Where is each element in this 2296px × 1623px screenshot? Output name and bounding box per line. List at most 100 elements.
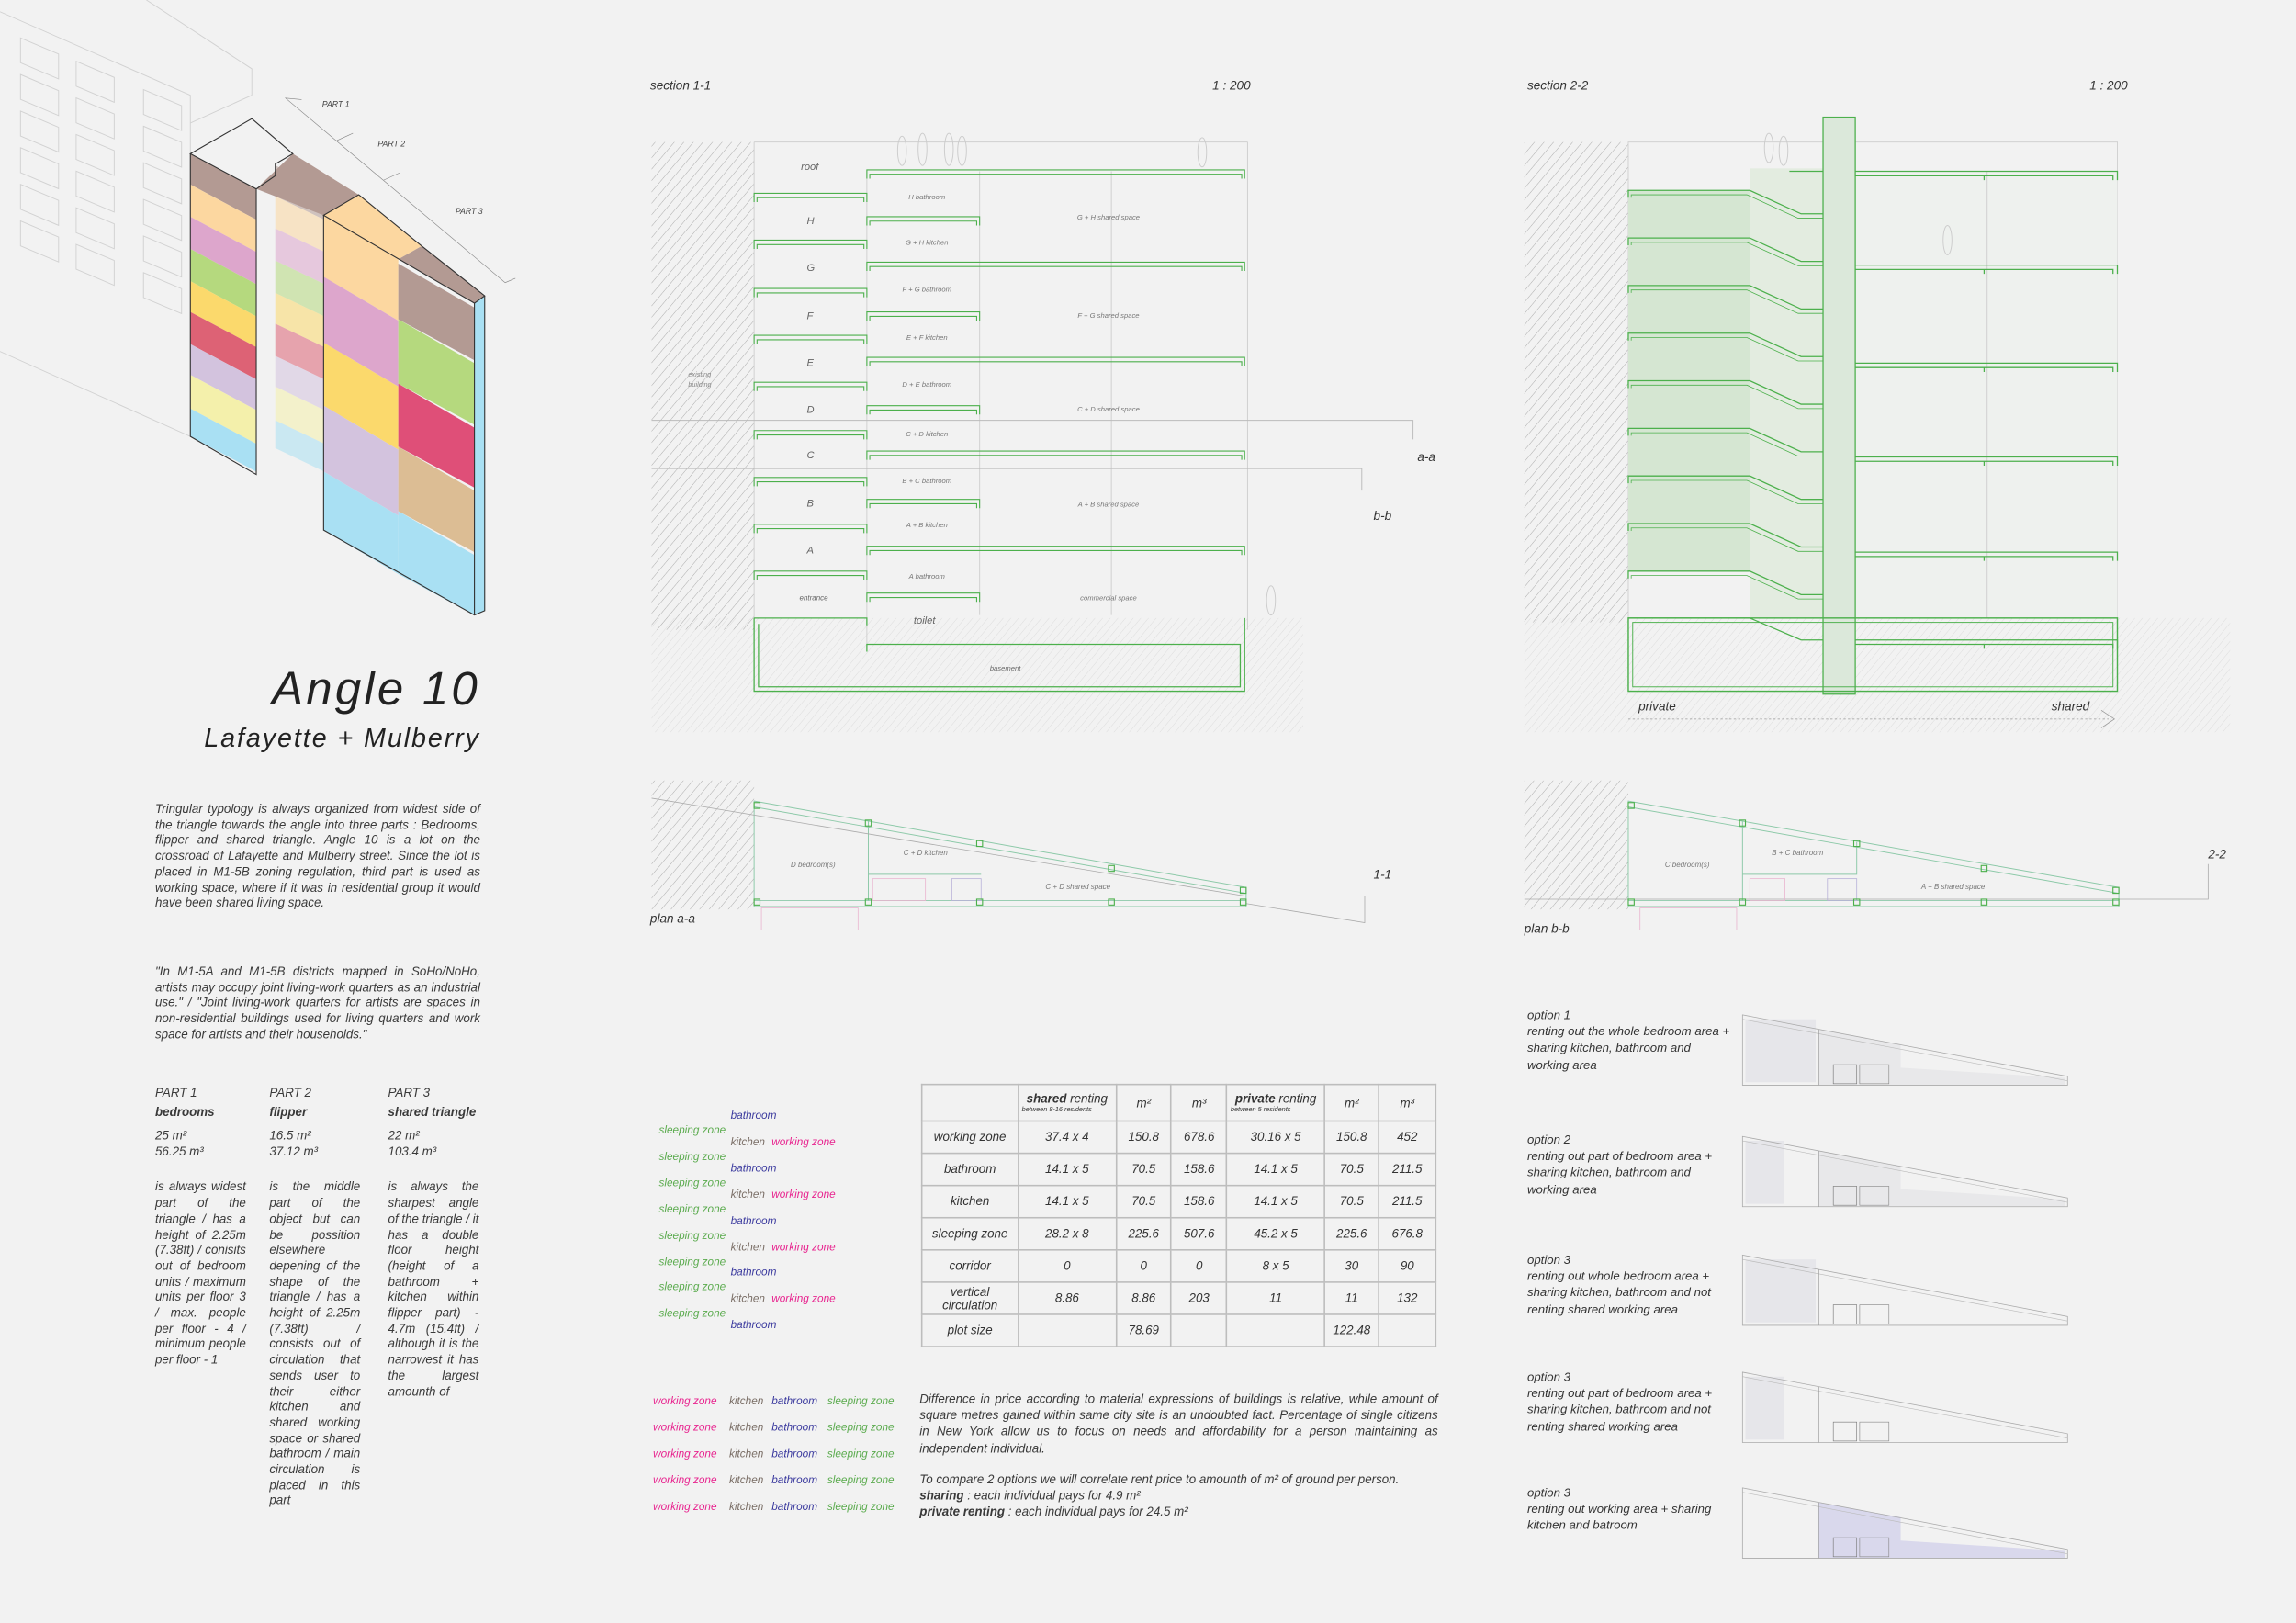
cut-b-b-label: b-b: [1374, 509, 1392, 523]
table-cell-s-m2: 8.86: [1115, 1281, 1173, 1315]
option-item: option 3 renting out part of bedroom area…: [1527, 1369, 1732, 1435]
kitchen-label: kitchen: [729, 1420, 764, 1434]
table-row: bathroom 14.1 x 5 70.5 158.6 14.1 x 5 70.5 211…: [920, 1152, 1437, 1187]
shared-label: shared: [2052, 699, 2090, 713]
window: [142, 272, 183, 315]
option-core: [1859, 1304, 1890, 1324]
table-cell-private: 45.2 x 5: [1226, 1216, 1326, 1251]
column: [1739, 898, 1747, 906]
window: [19, 183, 60, 227]
option-stair: [1832, 1537, 1858, 1558]
header-m2: m²: [1323, 1083, 1379, 1122]
page-title: Angle 10: [272, 661, 480, 716]
existing-building-label: building: [688, 380, 712, 389]
bathroom-label: bathroom: [771, 1499, 818, 1514]
stair-slab: [1630, 527, 1824, 552]
floor-slab: [753, 524, 868, 534]
service-room-label: F + G bathroom: [902, 285, 951, 293]
table-cell-name: kitchen: [920, 1184, 1019, 1219]
stair-slab: [1630, 337, 1824, 362]
floor-slab: [753, 430, 868, 440]
bathroom-label: bathroom: [771, 1393, 818, 1408]
table-cell-shared: [1017, 1313, 1117, 1347]
column: [1980, 864, 1988, 873]
kitchen-label: kitchen: [730, 1187, 765, 1200]
window: [75, 60, 115, 104]
stair-slab: [1627, 523, 1824, 548]
table-cell-shared: 0: [1017, 1249, 1117, 1283]
option-outline: [1742, 1140, 2068, 1203]
shared-room-label: F + G shared space: [1077, 311, 1139, 320]
shared-band: [323, 276, 399, 387]
column: [864, 898, 872, 906]
option-outline: [1741, 1135, 2068, 1208]
table-cell-private: 14.1 x 5: [1226, 1152, 1326, 1187]
option-diagram: [1741, 1135, 2068, 1208]
column: [1627, 898, 1635, 906]
plan-a-room: D bedroom(s): [791, 861, 836, 869]
window: [75, 207, 115, 250]
private-line: private renting : each individual pays f…: [919, 1505, 1446, 1521]
basement-wall: [753, 617, 1245, 693]
stair-slab: [1627, 570, 1824, 595]
table-cell-s-m3: 507.6: [1170, 1216, 1228, 1251]
table-cell-shared: 14.1 x 5: [1017, 1152, 1117, 1187]
option-outline: [1741, 1371, 2068, 1443]
bedroom-area: [1745, 1259, 1817, 1323]
shared-room-label: G + H shared space: [1077, 213, 1140, 221]
column: [1239, 898, 1247, 906]
part-leader: [284, 97, 516, 284]
stair-slab: [1627, 189, 1824, 215]
option-stair: [1832, 1186, 1858, 1206]
floor-label: E: [807, 358, 815, 369]
table-cell-p-m2: 70.5: [1323, 1184, 1379, 1219]
option-core: [1859, 1421, 1890, 1442]
service-room-label: A bathroom: [908, 572, 946, 580]
table-cell-p-m2: 11: [1323, 1281, 1379, 1315]
option-item: option 2 renting out part of bedroom area…: [1527, 1132, 1732, 1197]
option-diagram: [1741, 1487, 2068, 1559]
service-room-label: D + E bathroom: [902, 380, 951, 389]
table-cell-name: bathroom: [920, 1152, 1019, 1187]
header-private-sub: between 5 residents: [1230, 1105, 1291, 1113]
roof-band: [398, 245, 485, 304]
column: [1852, 840, 1861, 848]
window: [19, 220, 60, 263]
table-row: vertical circulation 8.86 8.86 203 11 11 132: [920, 1281, 1437, 1315]
service-room-label: G + H kitchen: [906, 238, 949, 246]
shared-band: [398, 263, 475, 361]
cut-a-a-label: a-a: [1417, 450, 1435, 464]
stair-slab: [1630, 479, 1824, 504]
option-outline: [1741, 1014, 2068, 1086]
stair-slab: [1630, 384, 1824, 410]
floor-slab: [866, 356, 1245, 366]
floor-slab: [753, 192, 868, 203]
plan-a-a-title: plan a-a: [649, 911, 695, 925]
bathroom-label: bathroom: [730, 1108, 777, 1122]
table-cell-p-m3: 132: [1378, 1281, 1437, 1315]
shared-band: [323, 471, 399, 575]
column: [2112, 886, 2120, 895]
option-outline: [1741, 1254, 2068, 1326]
stair-slab: [1627, 427, 1824, 453]
bedroom-band: [190, 281, 257, 347]
sharing-label: sharing: [919, 1488, 964, 1504]
bedroom-band: [190, 184, 257, 253]
bedroom-area: [1745, 1376, 1784, 1440]
floor-slab: [866, 311, 981, 321]
shared-room-label: C + D shared space: [1077, 405, 1140, 413]
shared-room-label: A + B shared space: [1077, 501, 1140, 509]
working-area: [1818, 1502, 2065, 1559]
header-m2: m²: [1115, 1083, 1173, 1122]
kitchen-label: kitchen: [729, 1447, 764, 1460]
plan-a-room: C + D kitchen: [904, 849, 949, 857]
shared-band: [398, 319, 475, 425]
window: [142, 235, 183, 278]
sleeping-zone-label: sleeping zone: [827, 1472, 895, 1487]
axonometric-diagram: PART 1 PART 2 PART 3: [0, 0, 516, 616]
header-private: private renting between 5 residents: [1226, 1083, 1326, 1122]
